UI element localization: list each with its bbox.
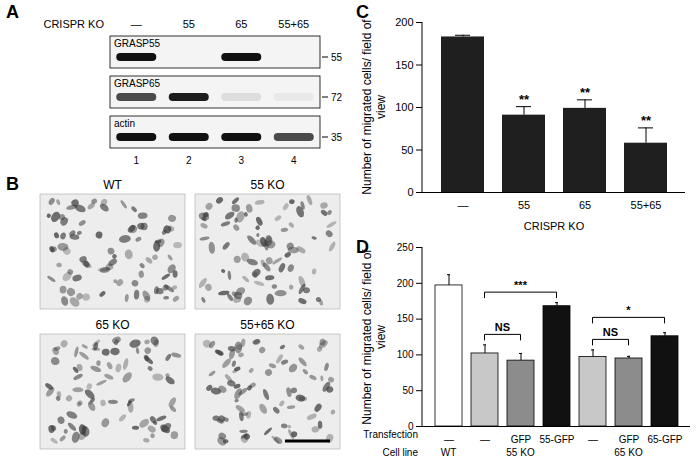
svg-text:GFP: GFP — [619, 434, 640, 445]
svg-text:0: 0 — [407, 420, 414, 432]
svg-text:***: *** — [514, 279, 528, 291]
svg-text:55+65: 55+65 — [631, 199, 662, 211]
svg-text:—: — — [588, 434, 598, 445]
svg-text:—: — — [444, 434, 454, 445]
svg-text:**: ** — [641, 113, 652, 128]
html-text:Number of migrated cells/ fiel: Number of migrated cells/ field of view — [360, 19, 388, 195]
svg-text:55+65 KO: 55+65 KO — [240, 318, 294, 332]
svg-text:CRISPR KO: CRISPR KO — [43, 18, 104, 30]
svg-text:—: — — [131, 18, 142, 30]
svg-text:55: 55 — [331, 52, 343, 63]
svg-text:actin: actin — [114, 118, 135, 129]
svg-text:65: 65 — [579, 199, 591, 211]
svg-text:50: 50 — [401, 144, 413, 156]
svg-text:—: — — [480, 434, 490, 445]
svg-text:72: 72 — [331, 92, 343, 103]
svg-text:100: 100 — [397, 349, 414, 360]
svg-text:4: 4 — [291, 155, 297, 166]
svg-text:WT: WT — [441, 447, 457, 458]
svg-text:65: 65 — [235, 18, 247, 30]
svg-text:3: 3 — [238, 155, 244, 166]
svg-text:150: 150 — [395, 59, 413, 71]
svg-text:65-GFP: 65-GFP — [647, 434, 682, 445]
svg-text:Transfection: Transfection — [363, 429, 418, 440]
html-text:C: C — [356, 2, 369, 22]
svg-text:WT: WT — [103, 178, 122, 192]
svg-text:GFP: GFP — [511, 434, 532, 445]
svg-text:65 KO: 65 KO — [614, 447, 643, 458]
svg-text:65 KO: 65 KO — [95, 318, 129, 332]
svg-text:GRASP65: GRASP65 — [114, 78, 161, 89]
svg-text:50: 50 — [402, 385, 414, 396]
svg-text:—: — — [458, 199, 469, 211]
svg-text:200: 200 — [397, 278, 414, 289]
html-text:A: A — [6, 2, 19, 22]
svg-text:55: 55 — [518, 199, 530, 211]
svg-text:200: 200 — [395, 16, 413, 28]
html-text:Number of migrated cells/ fiel: Number of migrated cells/ field of view — [360, 248, 388, 425]
svg-text:CRISPR KO: CRISPR KO — [524, 220, 585, 232]
svg-text:55 KO: 55 KO — [250, 178, 284, 192]
svg-text:NS: NS — [495, 321, 510, 333]
svg-text:35: 35 — [331, 132, 343, 143]
svg-text:NS: NS — [603, 326, 618, 338]
svg-text:*: * — [626, 304, 631, 316]
svg-text:0: 0 — [407, 186, 413, 198]
svg-text:1: 1 — [133, 155, 139, 166]
svg-text:250: 250 — [397, 242, 414, 253]
svg-text:150: 150 — [397, 313, 414, 324]
svg-text:GRASP55: GRASP55 — [114, 38, 161, 49]
html-text:D: D — [356, 237, 369, 257]
svg-text:55+65: 55+65 — [278, 18, 309, 30]
svg-text:**: ** — [580, 85, 591, 100]
svg-text:55 KO: 55 KO — [506, 447, 535, 458]
svg-text:**: ** — [519, 92, 530, 107]
svg-text:100: 100 — [395, 101, 413, 113]
html-text:B: B — [6, 174, 19, 194]
svg-text:55-GFP: 55-GFP — [539, 434, 574, 445]
svg-text:55: 55 — [183, 18, 195, 30]
svg-text:2: 2 — [186, 155, 192, 166]
svg-text:Cell line: Cell line — [382, 447, 418, 458]
